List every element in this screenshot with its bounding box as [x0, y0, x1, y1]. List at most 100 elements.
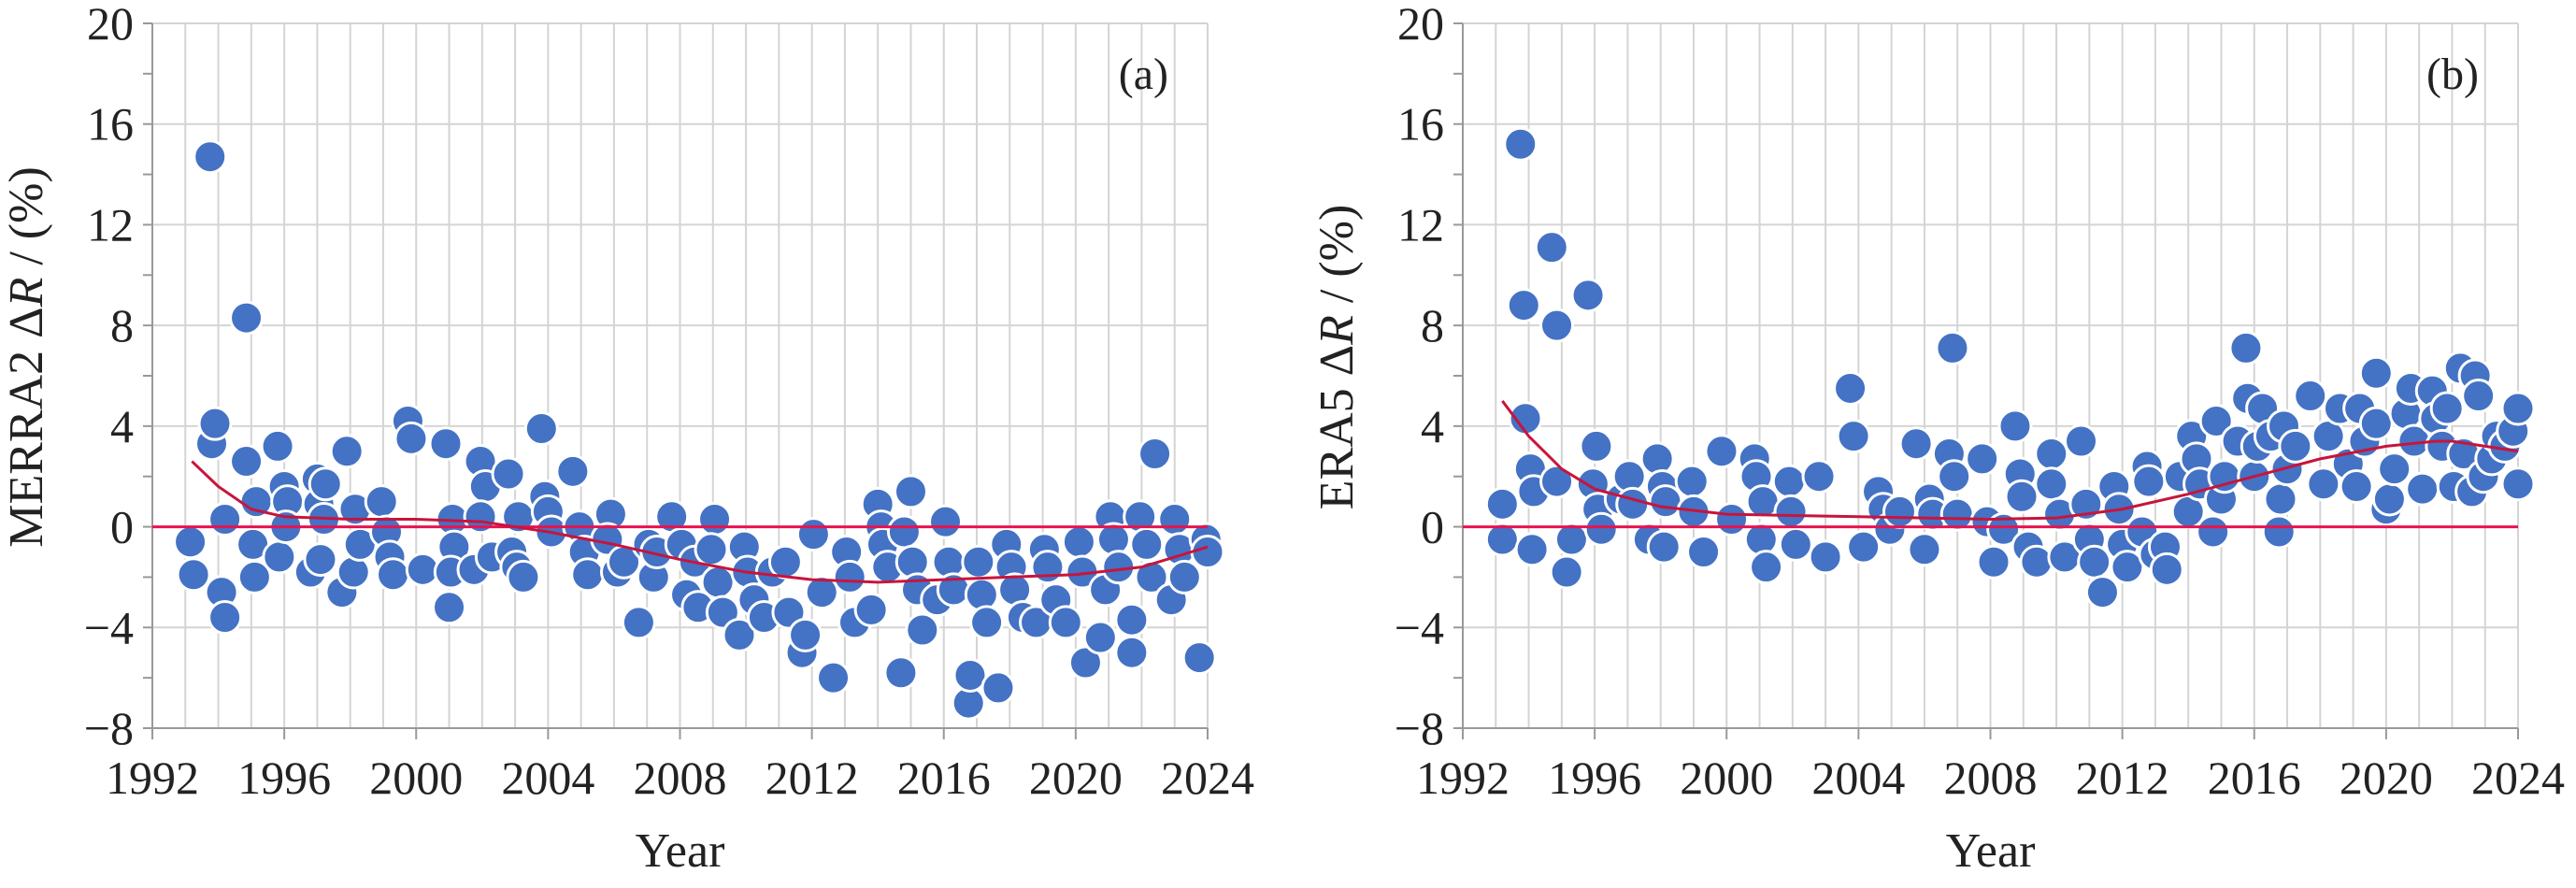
- data-point: [886, 514, 922, 550]
- x-tick-label: 2012: [766, 752, 859, 804]
- y-tick-label: 16: [1397, 98, 1444, 150]
- data-point: [928, 504, 964, 539]
- data-point: [1579, 428, 1614, 464]
- data-point: [893, 474, 928, 509]
- data-point: [1190, 535, 1225, 569]
- data-point: [853, 592, 889, 627]
- data-point: [1553, 522, 1589, 557]
- data-point: [1534, 230, 1569, 265]
- data-point: [364, 484, 399, 520]
- data-point: [2228, 330, 2264, 365]
- data-point: [952, 657, 988, 693]
- data-point: [570, 557, 606, 593]
- data-point: [969, 605, 1005, 640]
- data-point: [1976, 544, 2011, 580]
- data-point: [1674, 464, 1710, 499]
- y-tick-label: −8: [1395, 702, 1444, 754]
- x-tick-label: 1992: [1416, 752, 1510, 804]
- data-point: [262, 539, 297, 575]
- y-tick-label: 0: [1421, 501, 1444, 553]
- x-tick-label: 2012: [2076, 752, 2169, 804]
- data-point: [523, 411, 559, 447]
- data-point: [491, 456, 526, 492]
- data-point: [1506, 288, 1541, 323]
- data-point: [1048, 605, 1083, 640]
- y-axis-title-prefix: MERRA2 Δ: [0, 307, 53, 547]
- data-point: [208, 501, 243, 537]
- y-tick-label: 4: [1421, 400, 1444, 452]
- data-point: [2263, 481, 2298, 517]
- x-tick-label: 1996: [1548, 752, 1641, 804]
- data-point: [1686, 535, 1722, 569]
- data-point: [832, 559, 867, 594]
- data-point: [700, 565, 736, 600]
- data-point: [883, 655, 919, 691]
- data-point: [1484, 486, 1520, 522]
- data-point: [1503, 126, 1538, 162]
- data-point: [236, 559, 272, 594]
- y-axis-title-variable: R: [1310, 315, 1364, 346]
- data-point: [1937, 459, 1972, 494]
- data-point: [555, 453, 591, 489]
- data-point: [2261, 514, 2297, 550]
- data-point: [1114, 602, 1150, 637]
- data-point: [1773, 494, 1809, 529]
- data-point: [2084, 575, 2120, 610]
- data-point: [329, 434, 365, 469]
- x-tick-label: 2008: [1944, 752, 2038, 804]
- data-point: [1965, 441, 2000, 477]
- data-point: [376, 557, 411, 593]
- y-tick-label: −4: [1395, 601, 1444, 653]
- data-point: [1771, 464, 1807, 499]
- data-point: [2198, 403, 2234, 438]
- x-axis-title: Year: [1946, 824, 2036, 878]
- panel-label: (b): [2426, 50, 2479, 99]
- x-tick-label: 2016: [897, 752, 991, 804]
- data-point: [2293, 379, 2328, 414]
- data-point: [2019, 544, 2054, 580]
- data-point: [2429, 391, 2465, 426]
- data-point: [694, 532, 729, 567]
- y-tick-label: 20: [1397, 0, 1444, 50]
- data-point: [173, 524, 208, 560]
- y-axis-title-prefix: ERA5 Δ: [1310, 345, 1364, 509]
- data-point: [767, 544, 803, 580]
- data-point: [229, 444, 265, 480]
- data-point: [1997, 408, 2033, 444]
- data-point: [463, 499, 498, 535]
- trend-line: [191, 460, 1209, 584]
- y-tick-label: 8: [1421, 299, 1444, 351]
- data-point: [1138, 436, 1173, 471]
- data-point: [1181, 640, 1217, 676]
- x-tick-label: 2024: [2471, 752, 2565, 804]
- y-axis-title-variable: R: [0, 278, 53, 308]
- x-tick-label: 2004: [501, 752, 594, 804]
- data-point: [1583, 511, 1619, 547]
- data-point: [193, 139, 228, 175]
- x-tick-label: 2020: [2340, 752, 2433, 804]
- data-point: [1570, 278, 1606, 313]
- data-point: [1615, 486, 1651, 522]
- y-tick-label: 0: [110, 501, 134, 553]
- x-tick-label: 2008: [634, 752, 727, 804]
- data-point: [2377, 451, 2412, 487]
- data-point: [2500, 466, 2536, 502]
- data-point: [1833, 370, 1868, 406]
- data-point: [980, 670, 1016, 706]
- x-tick-label: 1996: [237, 752, 331, 804]
- data-point: [804, 575, 839, 610]
- data-point: [961, 544, 996, 580]
- data-point: [1846, 529, 1882, 565]
- data-point: [2278, 428, 2313, 464]
- data-point: [1030, 550, 1066, 585]
- data-point: [506, 559, 541, 594]
- y-axis-title-suffix: / (%): [0, 166, 53, 277]
- x-axis-title: Year: [636, 824, 725, 878]
- y-axis-title-suffix: / (%): [1310, 205, 1364, 315]
- data-point: [795, 517, 831, 552]
- data-point: [1808, 539, 1843, 575]
- data-point: [722, 617, 757, 652]
- data-point: [1508, 401, 1543, 437]
- data-point: [1778, 526, 1813, 562]
- data-point: [1549, 554, 1584, 590]
